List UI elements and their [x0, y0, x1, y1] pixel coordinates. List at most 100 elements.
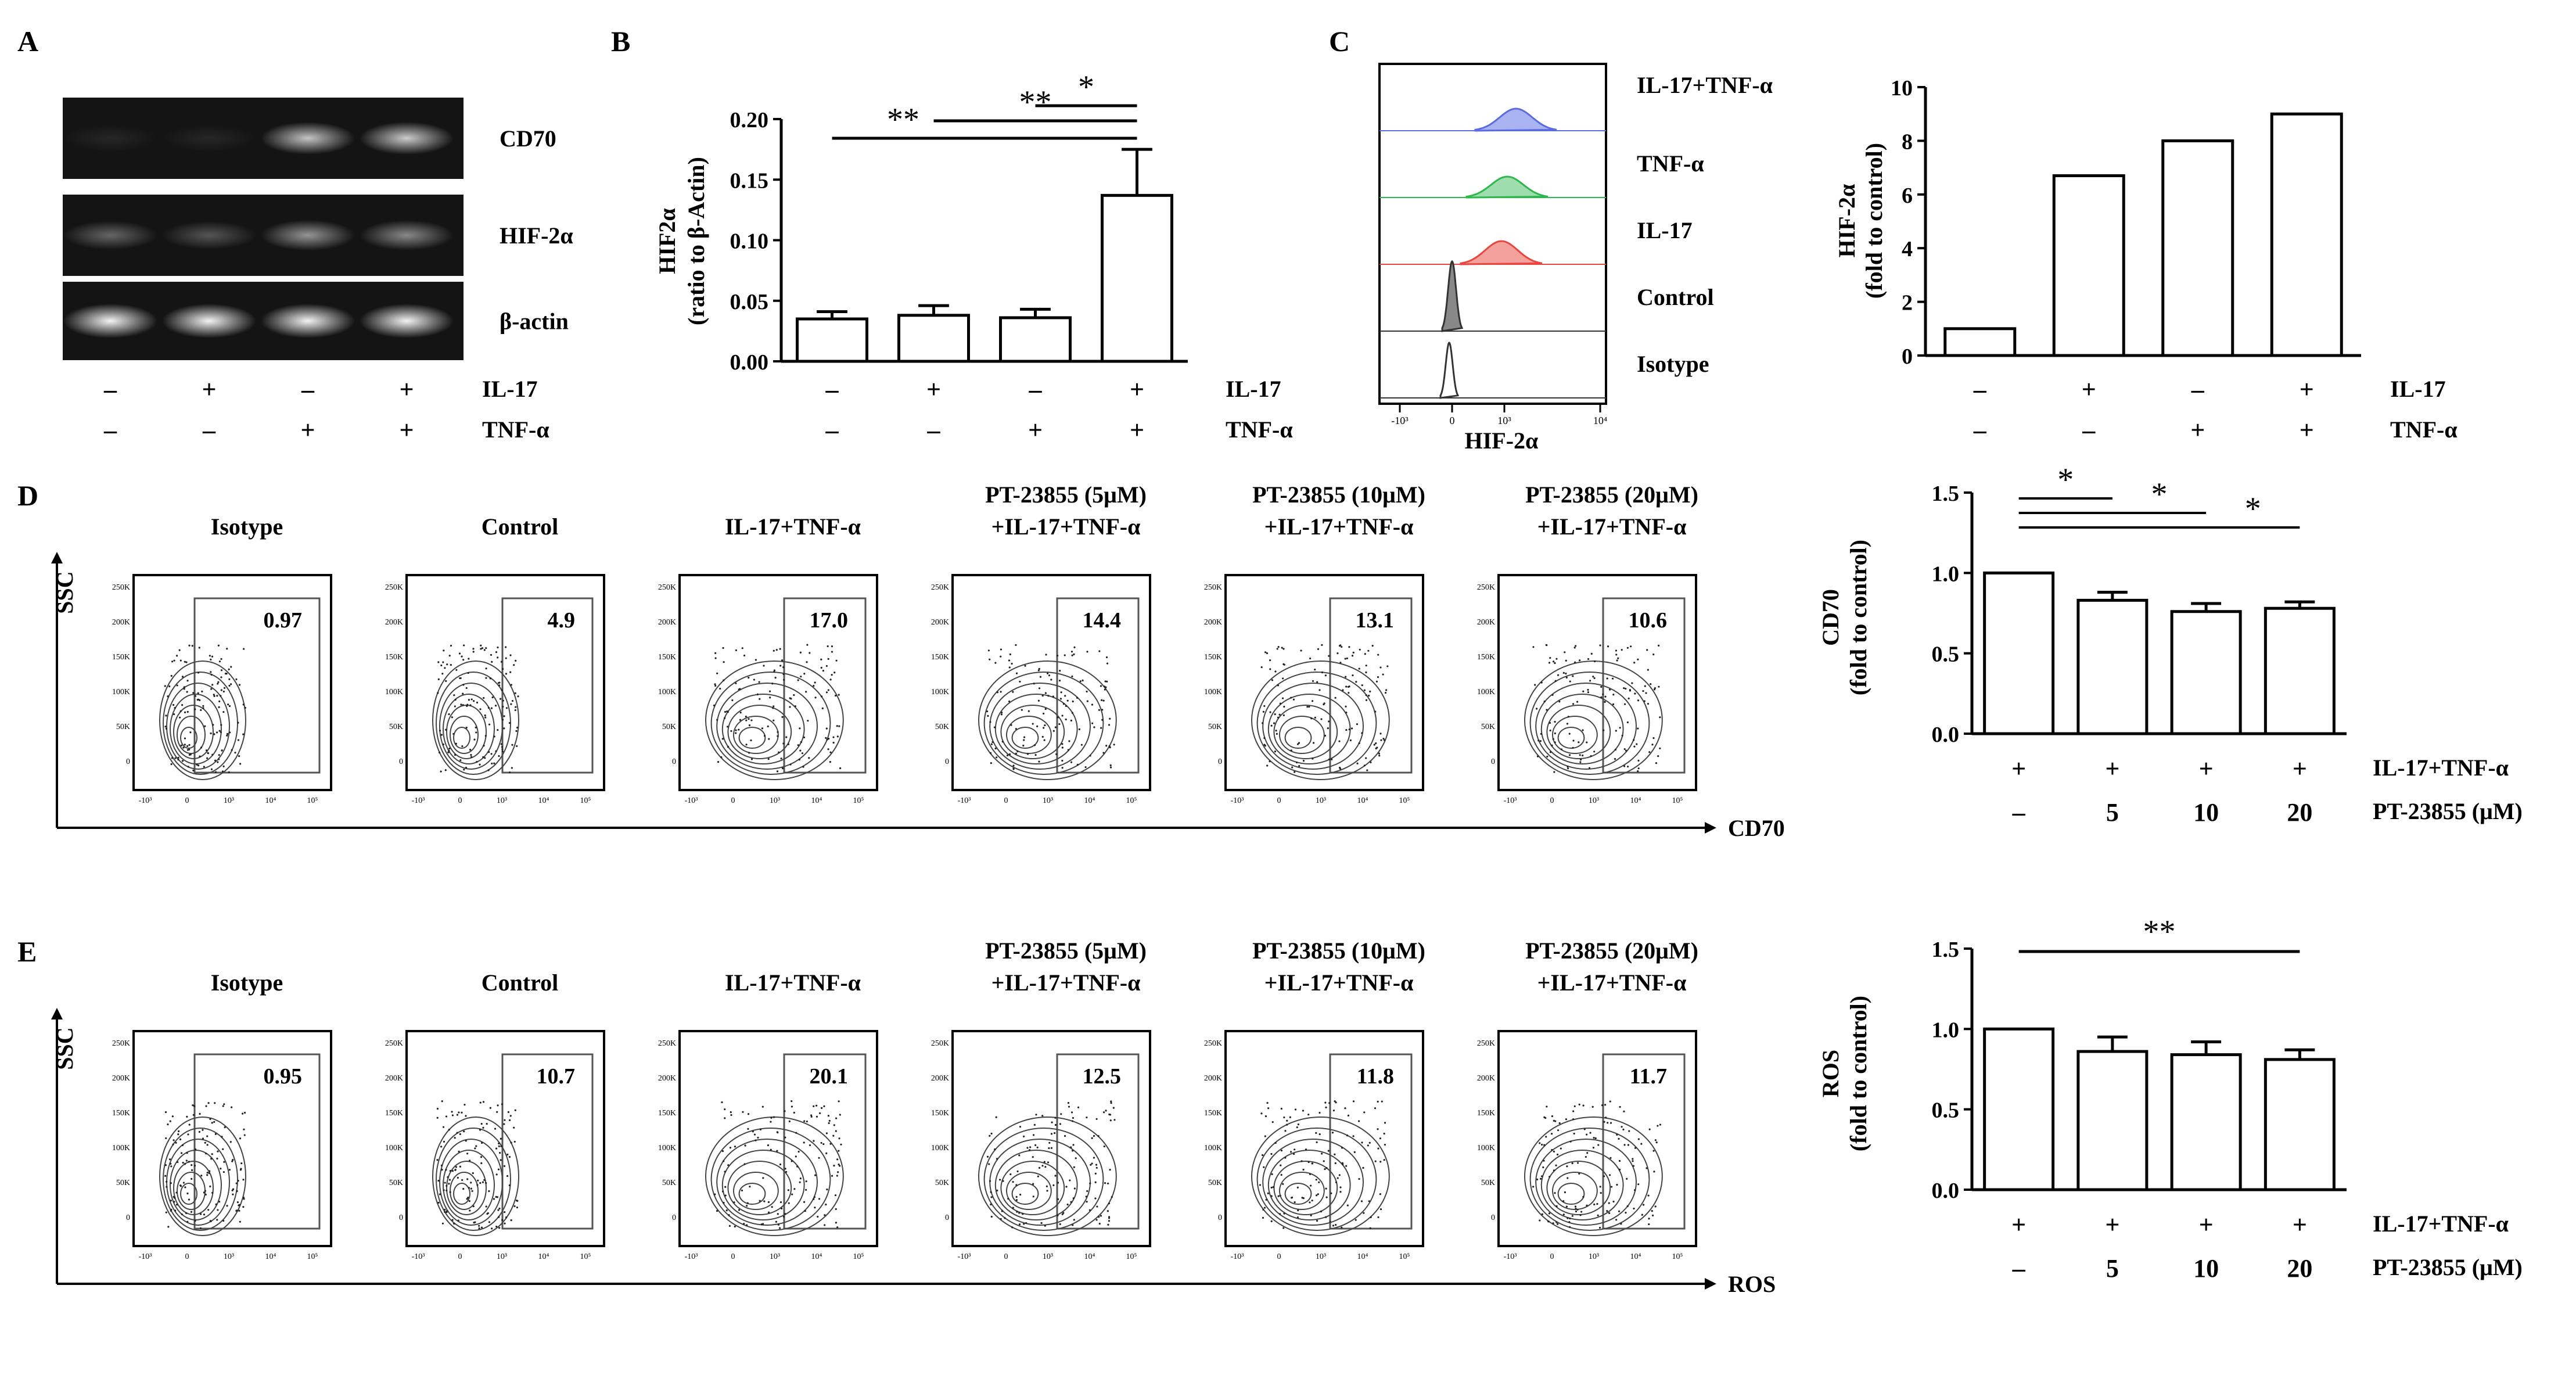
plot-title: +IL-17+TNF-α	[991, 514, 1141, 540]
event-dot	[238, 1209, 240, 1212]
event-dot	[1277, 1195, 1280, 1197]
y-axis-label: (ratio to β-Actin)	[683, 157, 709, 325]
event-dot	[810, 1115, 813, 1118]
event-dot	[1086, 1116, 1088, 1119]
event-dot	[439, 1193, 441, 1196]
event-dot	[1632, 1160, 1634, 1162]
event-dot	[1012, 1207, 1014, 1209]
event-dot	[800, 676, 802, 678]
event-dot	[723, 1160, 725, 1162]
treatment-sign: +	[2105, 755, 2119, 783]
event-dot	[1614, 748, 1617, 751]
event-dot	[491, 660, 493, 663]
event-dot	[1044, 692, 1047, 694]
event-dot	[448, 713, 450, 716]
facs-x-tick-label: 10⁵	[853, 796, 864, 805]
panel-c-histogram-and-bars: CIL-17+TNF-αTNF-αIL-17ControlIsotype-10³…	[1329, 25, 2458, 454]
event-dot	[485, 1205, 487, 1208]
event-dot	[1617, 657, 1619, 659]
event-dot	[488, 723, 491, 726]
event-dot	[1048, 674, 1051, 677]
facs-x-tick-label: 0	[1550, 1252, 1554, 1261]
event-dot	[485, 647, 487, 649]
event-dot	[1075, 1157, 1077, 1159]
event-dot	[716, 719, 718, 721]
event-dot	[1575, 645, 1577, 647]
event-dot	[781, 767, 784, 770]
event-dot	[1606, 677, 1608, 680]
tnf-sign: –	[202, 416, 216, 444]
event-dot	[1532, 646, 1535, 648]
event-dot	[735, 649, 738, 652]
event-dot	[1634, 1147, 1637, 1149]
event-dot	[1361, 1141, 1363, 1144]
event-dot	[793, 694, 795, 697]
event-dot	[1593, 751, 1596, 753]
event-dot	[1382, 673, 1384, 676]
event-dot	[993, 726, 996, 728]
event-dot	[1038, 687, 1041, 690]
event-dot	[243, 1111, 246, 1114]
event-dot	[994, 747, 997, 750]
event-dot	[795, 1155, 797, 1158]
facs-x-tick-label: 10⁵	[307, 1252, 318, 1261]
panel-letter-a: A	[17, 25, 38, 58]
event-dot	[1653, 1171, 1655, 1173]
event-dot	[1348, 728, 1350, 731]
event-dot	[1362, 1166, 1364, 1169]
facs-x-tick-label: 10⁵	[1399, 796, 1410, 805]
bar	[1983, 571, 2055, 735]
event-dot	[239, 763, 242, 765]
event-dot	[1651, 1210, 1653, 1212]
event-dot	[1274, 1141, 1277, 1144]
event-dot	[1569, 1217, 1571, 1220]
event-dot	[484, 735, 487, 737]
event-dot	[501, 1103, 503, 1105]
event-dot	[806, 1120, 808, 1123]
event-dot	[242, 1205, 245, 1208]
event-dot	[1369, 690, 1371, 692]
event-dot	[1316, 1219, 1318, 1222]
event-dot	[194, 1148, 197, 1151]
event-dot	[714, 684, 717, 687]
event-dot	[1082, 679, 1084, 681]
event-dot	[505, 1216, 508, 1219]
event-dot	[468, 1159, 471, 1162]
event-dot	[1296, 761, 1298, 764]
event-dot	[719, 687, 721, 690]
event-dot	[1578, 741, 1580, 744]
event-dot	[1368, 1200, 1370, 1202]
event-dot	[1546, 1105, 1548, 1108]
event-dot	[166, 1180, 168, 1183]
event-dot	[831, 645, 833, 648]
event-dot	[1541, 1213, 1543, 1215]
event-dot	[1365, 699, 1368, 701]
event-dot	[1034, 1144, 1037, 1146]
event-dot	[1609, 1100, 1611, 1103]
event-dot	[794, 705, 796, 708]
event-dot	[745, 744, 748, 746]
panel-letter-e: E	[17, 935, 37, 968]
y-tick-label: 0	[1902, 344, 1913, 369]
event-dot	[1338, 740, 1341, 742]
event-dot	[470, 698, 473, 701]
event-dot	[1536, 755, 1539, 757]
facs-y-tick-label: 150K	[658, 1109, 676, 1118]
event-dot	[1023, 739, 1025, 741]
facs-y-tick-label: 150K	[385, 1109, 403, 1118]
facs-frame	[132, 1030, 332, 1247]
event-dot	[987, 649, 990, 652]
event-dot	[1555, 658, 1558, 660]
event-dot	[758, 681, 760, 683]
event-dot	[1371, 645, 1374, 647]
event-dot	[214, 1102, 216, 1104]
event-dot	[1615, 654, 1618, 656]
event-dot	[747, 1128, 749, 1130]
event-dot	[462, 684, 465, 686]
event-dot	[1335, 1223, 1337, 1226]
event-dot	[1294, 1148, 1296, 1151]
event-dot	[1646, 1167, 1648, 1169]
arrow-head	[51, 1008, 63, 1019]
event-dot	[729, 1147, 731, 1149]
histogram-label: IL-17+TNF-α	[1637, 72, 1773, 98]
